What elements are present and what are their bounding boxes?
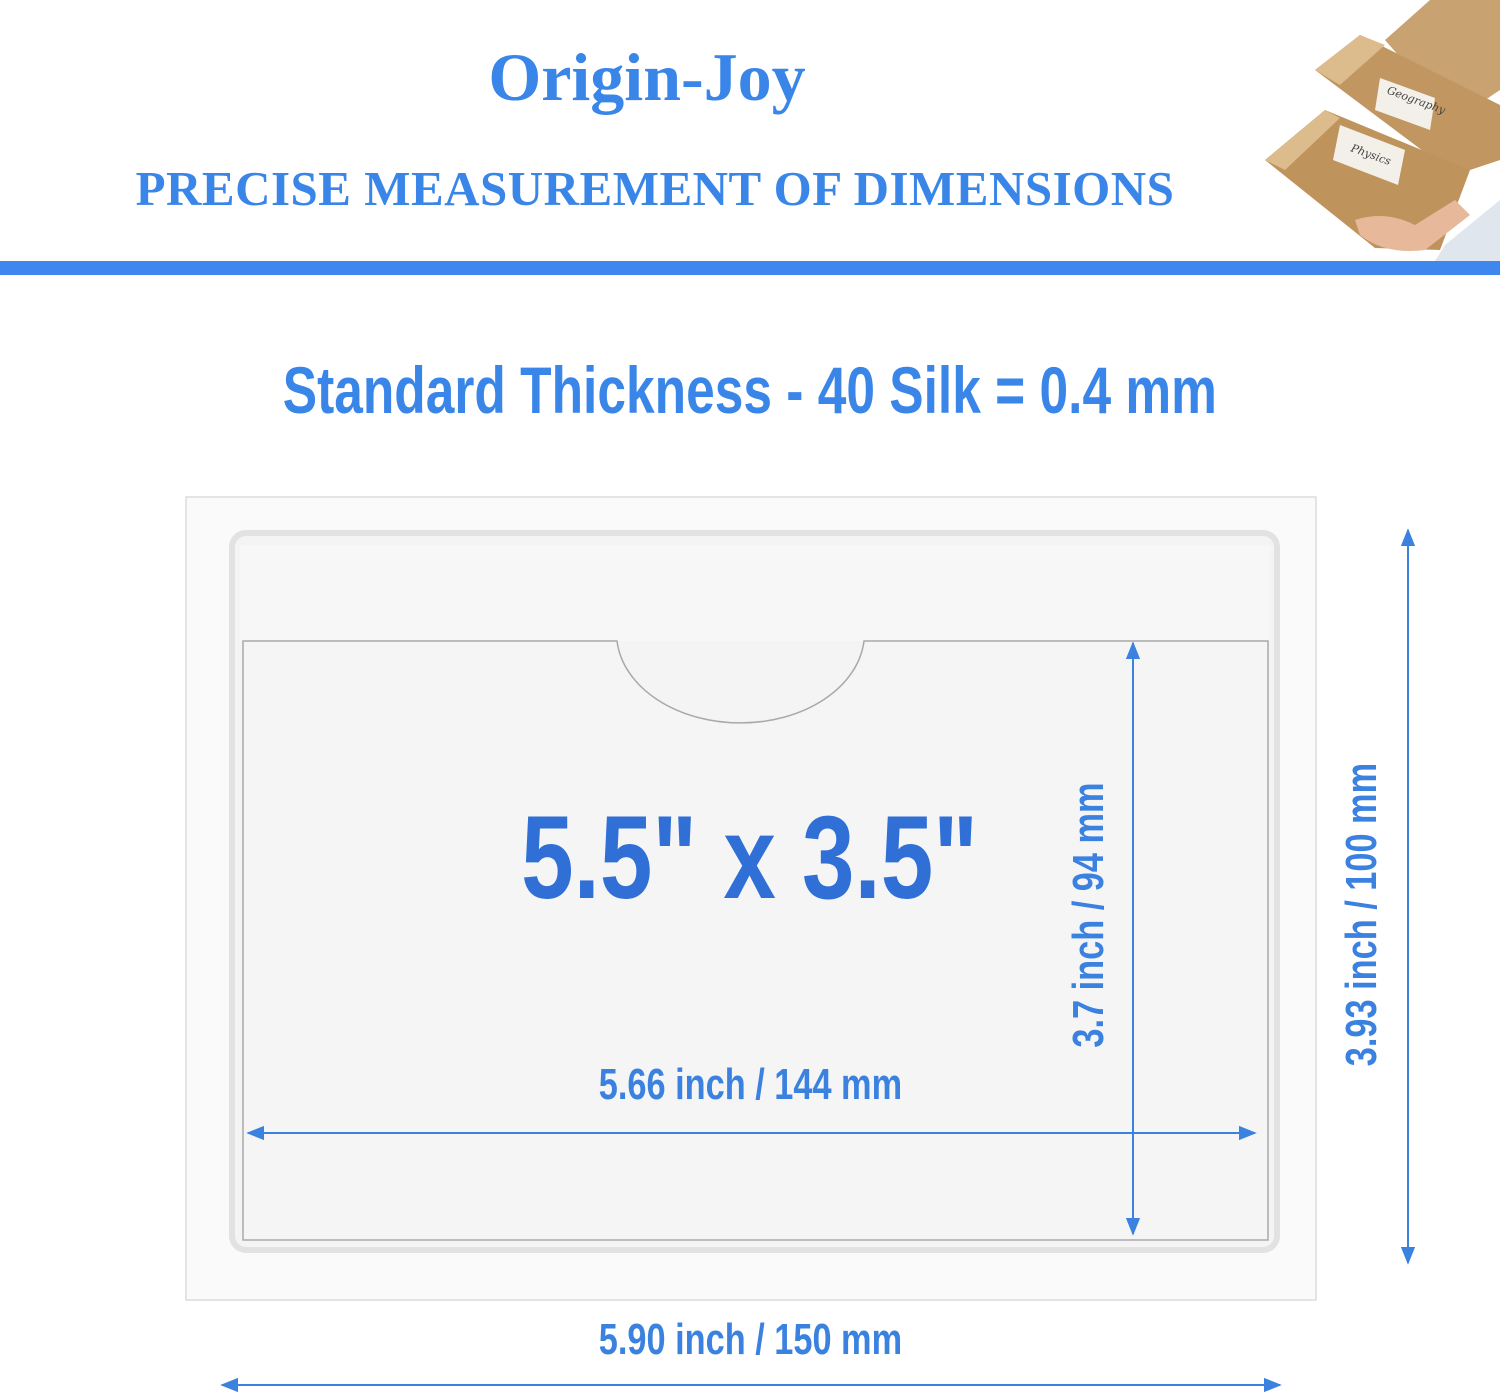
card-pocket [242, 640, 1269, 1241]
label-physics: Physics [1333, 125, 1405, 185]
size-label: 5.5" x 3.5" [521, 792, 979, 924]
thickness-headline: Standard Thickness - 40 Silk = 0.4 mm [282, 353, 1218, 427]
brand-title: Origin-Joy [488, 39, 806, 115]
header-divider [0, 261, 1500, 275]
outer-height-label: 3.93 inch / 100 mm [1337, 763, 1386, 1067]
boxes-photo: Geography Physics [1255, 0, 1500, 261]
subtitle: PRECISE MEASUREMENT OF DIMENSIONS [135, 161, 1175, 216]
inner-height-label: 3.7 inch / 94 mm [1064, 782, 1113, 1048]
outer-width-label: 5.90 inch / 150 mm [598, 1315, 902, 1364]
inner-width-label: 5.66 inch / 144 mm [598, 1060, 902, 1109]
